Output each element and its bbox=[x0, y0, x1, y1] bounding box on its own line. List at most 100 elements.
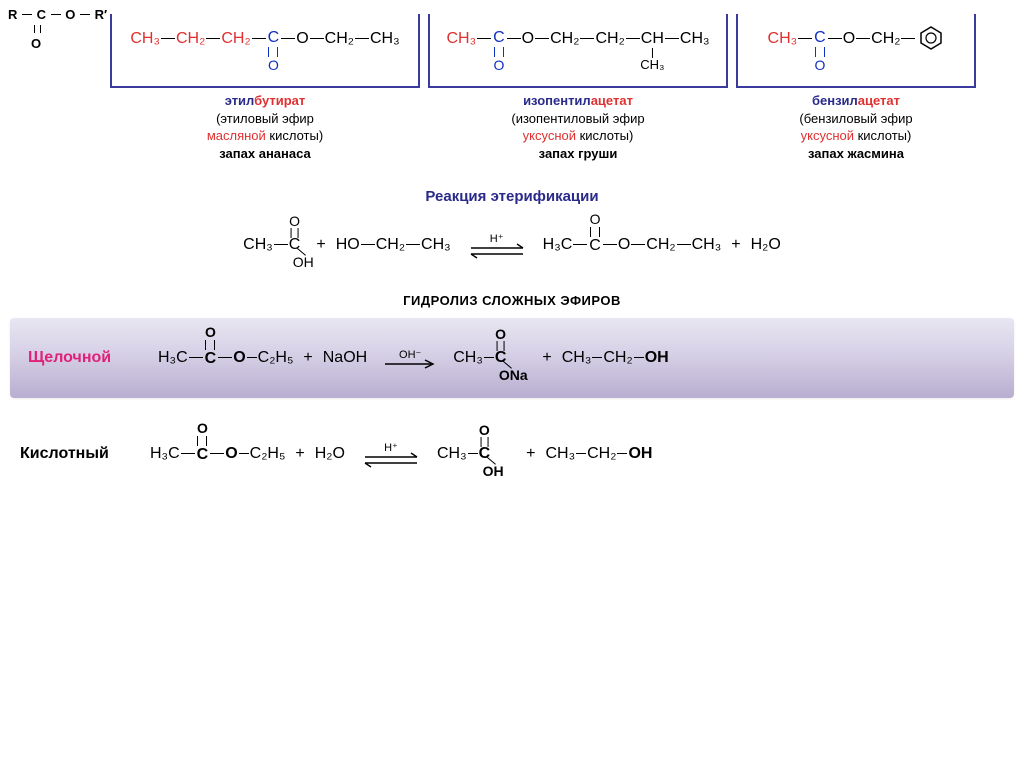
frag: CH₃ bbox=[640, 58, 664, 71]
frag: CH₂ bbox=[603, 349, 632, 367]
frag: CH₂ bbox=[325, 30, 354, 48]
caption-isopentylacetate: изопентилацетат (изопентиловый эфир уксу… bbox=[428, 88, 728, 170]
branch-icon: CH CH₃ bbox=[641, 30, 664, 48]
bond-icon bbox=[51, 14, 61, 15]
bond-icon bbox=[631, 244, 645, 245]
equilibrium-arrow-icon: H⁺ bbox=[467, 232, 527, 259]
alkaline-reaction: H₃C OC O C₂H₅ + NaOH OH⁻ CH₃ O C bbox=[158, 328, 669, 388]
bond-icon bbox=[247, 357, 257, 358]
subtitle-post: кислоты) bbox=[576, 128, 633, 143]
frag: CH₃ bbox=[692, 236, 722, 254]
frag: O bbox=[225, 445, 237, 463]
bond-icon bbox=[161, 38, 175, 39]
smell-label: запах жасмина bbox=[808, 146, 904, 161]
plus-icon: + bbox=[295, 445, 304, 463]
plus-icon: + bbox=[316, 236, 325, 254]
frag: ONa bbox=[499, 367, 528, 383]
example-ethylbutyrate: CH₃ CH₂ CH₂ OC O CH₂ CH₃ этилбутират (эт… bbox=[110, 14, 420, 170]
bond-icon bbox=[665, 38, 679, 39]
bond-icon bbox=[603, 244, 617, 245]
benzene-icon bbox=[918, 25, 944, 54]
general-ester-formula: R C O R′ O bbox=[8, 8, 107, 51]
plus-icon: + bbox=[731, 236, 740, 254]
bond-icon bbox=[206, 38, 220, 39]
name-prefix: изопентил bbox=[523, 93, 591, 108]
name-prefix: этил bbox=[225, 93, 254, 108]
frag: CH₂ bbox=[176, 30, 205, 48]
frag: CH₃ bbox=[768, 30, 798, 48]
subtitle-line1: (изопентиловый эфир bbox=[511, 111, 644, 126]
bond-icon bbox=[592, 357, 602, 358]
bond-icon bbox=[239, 453, 249, 454]
bond-icon bbox=[617, 453, 627, 454]
name-suffix: ацетат bbox=[591, 93, 633, 108]
alkaline-hydrolysis-band: Щелочной H₃C OC O C₂H₅ + NaOH OH⁻ CH₃ O bbox=[10, 318, 1014, 398]
frag: CH₃ bbox=[446, 30, 476, 48]
frag: CH₃ bbox=[562, 349, 592, 367]
frag: HO bbox=[336, 236, 360, 254]
frag: CH₂ bbox=[376, 236, 405, 254]
subtitle-acid: уксусной bbox=[801, 128, 854, 143]
bond-icon bbox=[361, 244, 375, 245]
frag: CH₃ bbox=[130, 30, 160, 48]
example-frame: CH₃ OC O CH₂ bbox=[736, 14, 976, 88]
example-isopentylacetate: CH₃ OC O CH₂ CH₂ CH CH₃ CH₃ bbox=[428, 14, 728, 170]
bond-icon bbox=[677, 244, 691, 245]
frag: CH₃ bbox=[437, 445, 467, 463]
carbonyl-icon: OC bbox=[814, 30, 826, 72]
caption-benzylacetate: бензилацетат (бензиловый эфир уксусной к… bbox=[736, 88, 976, 170]
frag: O bbox=[522, 30, 534, 48]
carboxyl-icon: O C OH bbox=[479, 445, 491, 463]
carbonyl-icon: OC bbox=[205, 325, 217, 367]
frag: OH bbox=[483, 463, 504, 479]
frag-o: O bbox=[65, 7, 75, 22]
frag-c: C bbox=[37, 7, 46, 22]
subtitle-acid: масляной bbox=[207, 128, 266, 143]
equilibrium-arrow-icon: H⁺ bbox=[361, 441, 421, 468]
bond-icon bbox=[634, 357, 644, 358]
arrow-icon: OH⁻ bbox=[383, 348, 437, 369]
frag: CH₃ bbox=[680, 30, 710, 48]
bond-icon bbox=[80, 14, 90, 15]
frag-r: R bbox=[8, 7, 17, 22]
bond-icon bbox=[901, 38, 915, 39]
frag: C₂H₅ bbox=[250, 445, 286, 463]
acidic-reaction: H₃C OC O C₂H₅ + H₂O H⁺ CH₃ O C OH + CH₃ bbox=[150, 424, 652, 484]
frag: O bbox=[479, 423, 490, 437]
structure-benzylacetate: CH₃ OC O CH₂ bbox=[746, 18, 966, 86]
frag: H₃C bbox=[158, 349, 188, 367]
carboxylate-icon: O C ONa bbox=[495, 349, 507, 367]
bond-icon bbox=[828, 38, 842, 39]
frag: CH₂ bbox=[595, 30, 624, 48]
frag-reagent: NaOH bbox=[323, 349, 367, 367]
subtitle-line1: (бензиловый эфир bbox=[799, 111, 912, 126]
acidic-label: Кислотный bbox=[10, 445, 130, 463]
subtitle-post: кислоты) bbox=[854, 128, 911, 143]
frag: CH bbox=[641, 30, 664, 47]
bond-icon bbox=[798, 38, 812, 39]
structure-isopentylacetate: CH₃ OC O CH₂ CH₂ CH CH₃ CH₃ bbox=[438, 18, 718, 86]
carbonyl-icon: OC bbox=[197, 421, 209, 463]
alkaline-label: Щелочной bbox=[18, 349, 138, 367]
subtitle-line1: (этиловый эфир bbox=[216, 111, 314, 126]
example-frame: CH₃ OC O CH₂ CH₂ CH CH₃ CH₃ bbox=[428, 14, 728, 88]
bond-icon bbox=[535, 38, 549, 39]
bond-icon bbox=[310, 38, 324, 39]
frag: OH bbox=[293, 254, 314, 270]
bond-icon bbox=[210, 453, 224, 454]
bond-icon bbox=[218, 357, 232, 358]
plus-icon: + bbox=[303, 349, 312, 367]
caption-ethylbutyrate: этилбутират (этиловый эфир масляной кисл… bbox=[110, 88, 420, 170]
name-prefix: бензил bbox=[812, 93, 858, 108]
bond-icon bbox=[856, 38, 870, 39]
frag: O bbox=[289, 214, 300, 228]
bond-icon bbox=[477, 38, 491, 39]
frag-o-dbl: O bbox=[31, 36, 41, 51]
bond-icon bbox=[507, 38, 521, 39]
name-suffix: ацетат bbox=[858, 93, 900, 108]
frag: CH₃ bbox=[421, 236, 451, 254]
bond-icon bbox=[468, 453, 478, 454]
carbonyl-icon: OC bbox=[268, 30, 280, 72]
subtitle-post: кислоты) bbox=[266, 128, 323, 143]
smell-label: запах ананаса bbox=[219, 146, 310, 161]
